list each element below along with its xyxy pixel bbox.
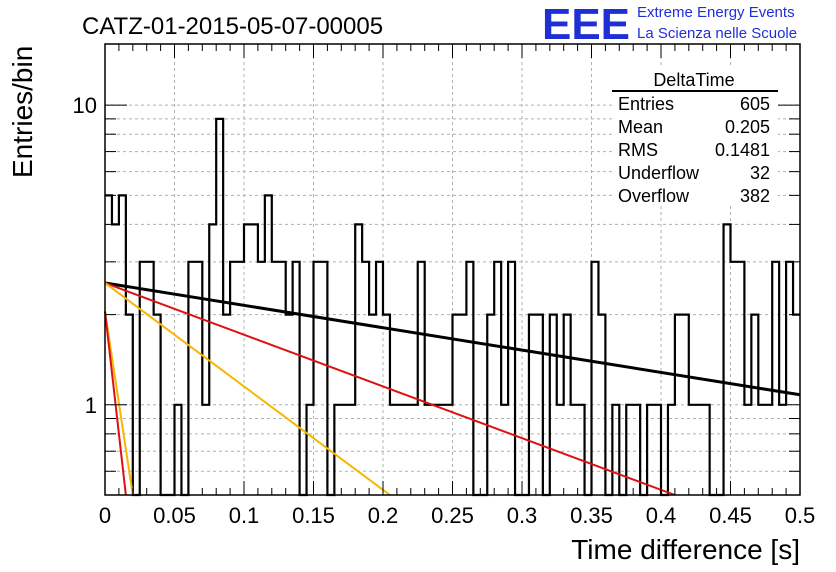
stats-box-title: DeltaTime: [653, 70, 734, 90]
stats-label-entries: Entries: [618, 94, 674, 114]
fit-line-black-0: [104, 281, 801, 397]
eee-logo-line2: La Scienza nelle Scuole: [637, 25, 797, 42]
stats-value-entries: 605: [740, 94, 770, 114]
axes: [104, 43, 801, 496]
fit-lines-layer: [104, 281, 801, 496]
stats-value-rms: 0.1481: [715, 140, 770, 160]
x-tick-label: 0.2: [368, 503, 399, 528]
fit-line-yellow-2: [104, 282, 391, 496]
x-tick-labels: 0 0.05 0.1 0.15 0.2 0.25 0.3 0.35 0.4 0.45 0.5: [99, 503, 815, 528]
histogram-outline: [105, 117, 800, 497]
stats-box: DeltaTime Entries 605 Mean 0.205 RMS 0.1…: [612, 68, 778, 206]
x-tick-label: 0.5: [785, 503, 816, 528]
plot-frame: [104, 43, 801, 496]
y-tick-label: 10: [73, 93, 97, 118]
fit-line-yellow-3: [104, 311, 134, 496]
y-tick-labels: 1 10: [73, 93, 97, 418]
x-tick-label: 0.4: [646, 503, 677, 528]
histogram-layer: [105, 117, 800, 497]
x-tick-label: 0.3: [507, 503, 538, 528]
run-title: CATZ-01-2015-05-07-00005: [82, 13, 383, 40]
x-tick-label: 0.15: [292, 503, 335, 528]
x-tick-label: 0.1: [229, 503, 260, 528]
stats-label-mean: Mean: [618, 117, 663, 137]
x-tick-label: 0.45: [709, 503, 752, 528]
eee-logo: EEE Extreme Energy Events La Scienza nel…: [542, 0, 797, 49]
stats-label-underflow: Underflow: [618, 163, 700, 183]
x-tick-label: 0: [99, 503, 111, 528]
fit-line-red-1: [104, 282, 676, 496]
y-tick-label: 1: [85, 393, 97, 418]
stats-label-overflow: Overflow: [618, 186, 690, 206]
fit-line-red-4: [104, 311, 127, 496]
x-axis-title: Time difference [s]: [571, 534, 800, 565]
eee-logo-letters: EEE: [542, 0, 630, 49]
stats-value-mean: 0.205: [725, 117, 770, 137]
x-tick-label: 0.05: [153, 503, 196, 528]
stats-value-overflow: 382: [740, 186, 770, 206]
x-tick-label: 0.25: [431, 503, 474, 528]
stats-value-underflow: 32: [750, 163, 770, 183]
x-tick-label: 0.35: [570, 503, 613, 528]
y-axis-title: Entries/bin: [7, 46, 38, 178]
eee-logo-line1: Extreme Energy Events: [637, 4, 795, 21]
stats-label-rms: RMS: [618, 140, 658, 160]
